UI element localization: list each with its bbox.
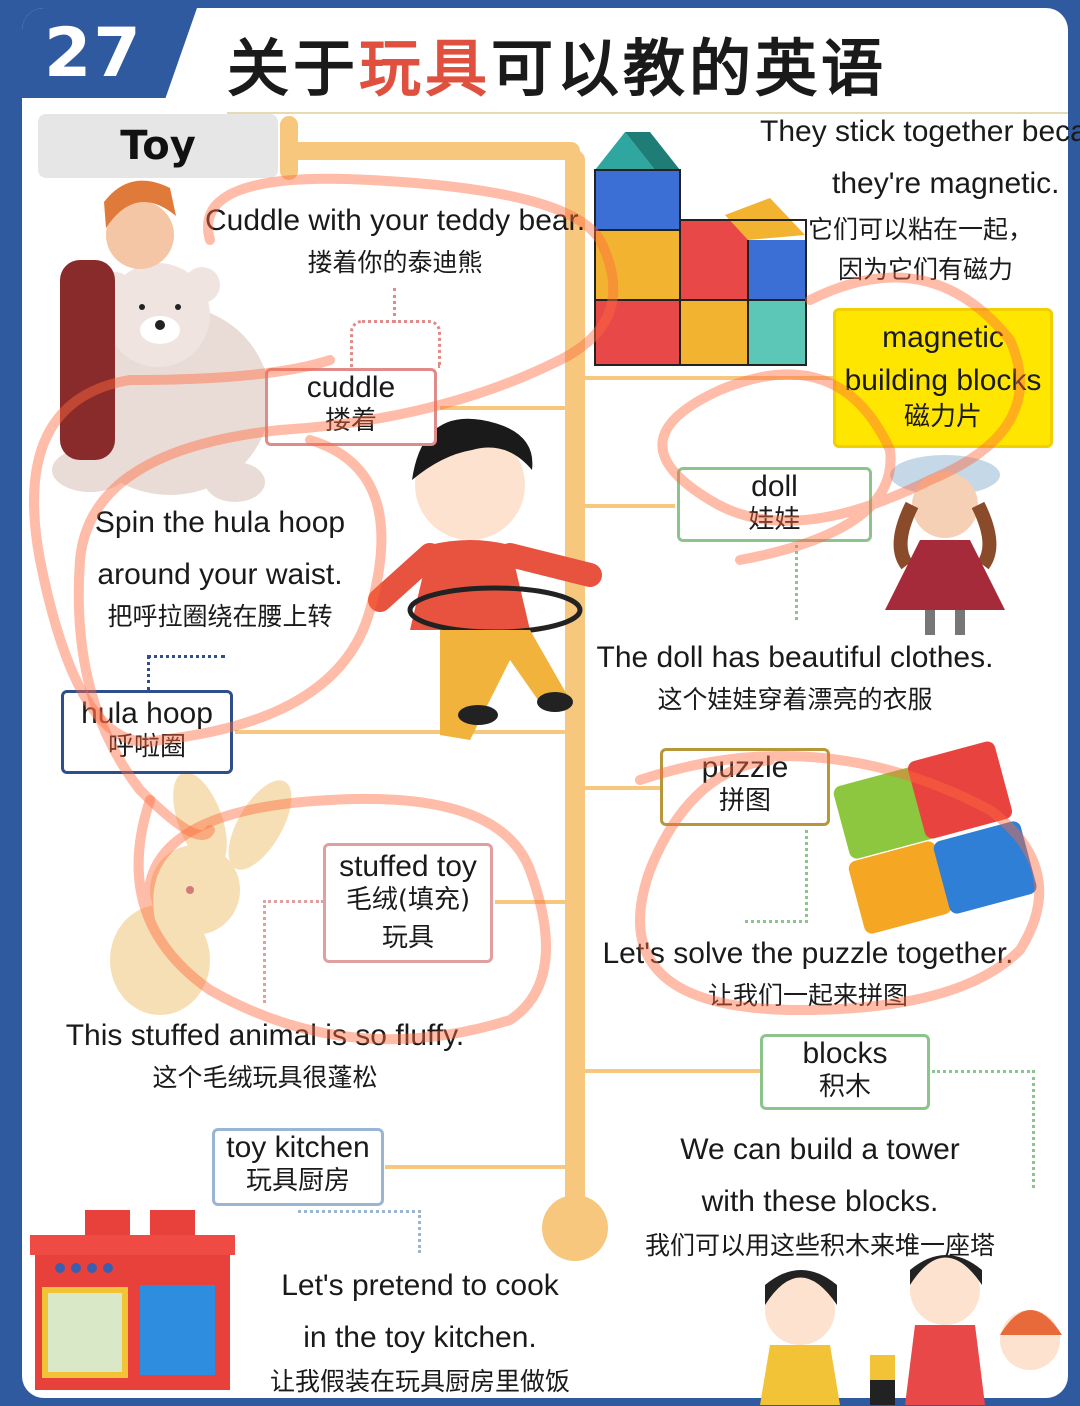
connector-stuffed	[263, 900, 324, 1003]
sentence-cuddle-zh: 搂着你的泰迪熊	[307, 248, 483, 277]
branch-stuffed	[495, 900, 570, 904]
word-puzzle-en: puzzle	[701, 751, 789, 784]
word-doll-en: doll	[751, 470, 798, 503]
connector-blocks	[932, 1070, 1035, 1188]
word-doll-zh: 娃娃	[748, 505, 801, 535]
word-box-puzzle: puzzle 拼图	[660, 748, 830, 826]
spine-cap	[280, 116, 298, 180]
sentence-kitchen-zh: 让我假装在玩具厨房里做饭	[269, 1367, 570, 1396]
word-box-magnetic: magnetic building blocks 磁力片	[833, 308, 1053, 448]
word-box-hula: hula hoop 呼啦圈	[61, 690, 233, 774]
sentence-doll-en: The doll has beautiful clothes.	[596, 641, 994, 674]
sentence-magnetic-en1: They stick together beca	[760, 115, 1080, 148]
word-stuffed-en: stuffed toy	[339, 850, 477, 883]
word-box-kitchen: toy kitchen 玩具厨房	[212, 1128, 384, 1206]
sentence-puzzle-zh: 让我们一起来拼图	[707, 981, 908, 1010]
category-label: Toy	[38, 114, 278, 178]
sentence-magnetic-zh2: 因为它们有磁力	[838, 255, 1014, 284]
title-part-1: 关于	[227, 32, 360, 105]
branch-doll	[585, 504, 675, 508]
sentence-blocks-zh: 我们可以用这些积木来堆一座塔	[644, 1231, 995, 1260]
sentence-hula-zh: 把呼拉圈绕在腰上转	[107, 602, 333, 631]
sentence-puzzle: Let's solve the puzzle together. 让我们一起来拼…	[598, 928, 1018, 1012]
connector-cuddle	[350, 320, 441, 368]
word-cuddle-zh: 搂着	[324, 406, 377, 436]
connector-kitchen	[298, 1210, 421, 1253]
sentence-stuffed: This stuffed animal is so fluffy. 这个毛绒玩具…	[60, 1010, 470, 1094]
spine-top	[280, 142, 580, 160]
sentence-hula: Spin the hula hoop around your waist. 把呼…	[80, 497, 360, 633]
word-stuffed-zh1: 毛绒(填充)	[345, 885, 471, 915]
sentence-stuffed-zh: 这个毛绒玩具很蓬松	[152, 1063, 378, 1092]
sentence-cuddle: Cuddle with your teddy bear. 搂着你的泰迪熊	[205, 195, 585, 279]
branch-kitchen	[385, 1165, 570, 1169]
word-blocks-zh: 积木	[818, 1072, 871, 1102]
branch-hula	[235, 730, 570, 734]
word-magnetic-en2: building blocks	[844, 364, 1042, 397]
sentence-blocks: We can build a tower with these blocks. …	[610, 1124, 1030, 1264]
sentence-magnetic-en2: they're magnetic.	[832, 167, 1060, 200]
word-stuffed-zh2: 玩具	[381, 923, 434, 953]
word-puzzle-zh: 拼图	[718, 786, 771, 816]
title-part-3: 可以教的英语	[491, 32, 888, 105]
word-kitchen-en: toy kitchen	[226, 1131, 370, 1164]
sentence-stuffed-en: This stuffed animal is so fluffy.	[65, 1019, 465, 1052]
connector-hula	[147, 655, 225, 691]
title-part-2: 玩具	[359, 32, 492, 105]
word-box-blocks: blocks 积木	[760, 1034, 930, 1110]
sentence-doll: The doll has beautiful clothes. 这个娃娃穿着漂亮…	[595, 632, 995, 716]
word-magnetic-zh: 磁力片	[903, 402, 982, 432]
sentence-hula-en1: Spin the hula hoop	[94, 506, 346, 539]
sentence-kitchen-en1: Let's pretend to cook	[281, 1269, 559, 1302]
spine-end	[542, 1195, 608, 1261]
branch-blocks	[585, 1069, 760, 1073]
sentence-kitchen: Let's pretend to cook in the toy kitchen…	[230, 1260, 610, 1400]
sentence-magnetic: They stick together beca they're magneti…	[760, 106, 1080, 290]
sentence-cuddle-en: Cuddle with your teddy bear.	[205, 204, 586, 237]
sentence-puzzle-en: Let's solve the puzzle together.	[602, 937, 1014, 970]
word-magnetic-en1: magnetic	[882, 321, 1004, 354]
page-title: 关于玩具可以教的英语	[227, 18, 887, 108]
sentence-doll-zh: 这个娃娃穿着漂亮的衣服	[657, 685, 933, 714]
connector-puzzle	[745, 830, 808, 923]
sentence-blocks-en2: with these blocks.	[701, 1185, 939, 1218]
lesson-number: 27	[44, 14, 143, 93]
connector-doll	[775, 545, 798, 620]
sentence-magnetic-zh1: 它们可以粘在一起，	[808, 215, 1034, 244]
word-blocks-en: blocks	[802, 1037, 888, 1070]
word-hula-en: hula hoop	[81, 697, 213, 730]
word-hula-zh: 呼啦圈	[107, 732, 186, 762]
sentence-hula-en2: around your waist.	[97, 558, 343, 591]
connector-cuddle-up	[393, 288, 396, 323]
sentence-blocks-en1: We can build a tower	[680, 1133, 960, 1166]
word-cuddle-en: cuddle	[306, 371, 396, 404]
word-box-stuffed: stuffed toy 毛绒(填充) 玩具	[323, 843, 493, 963]
branch-cuddle	[440, 406, 570, 410]
title-underline	[227, 112, 1068, 114]
spine-trunk	[565, 150, 585, 1210]
word-box-doll: doll 娃娃	[677, 467, 872, 542]
branch-puzzle	[585, 786, 660, 790]
word-box-cuddle: cuddle 搂着	[265, 368, 437, 446]
lesson-number-tab	[22, 8, 197, 98]
word-kitchen-zh: 玩具厨房	[245, 1166, 350, 1196]
branch-magnetic	[585, 376, 835, 380]
sentence-kitchen-en2: in the toy kitchen.	[303, 1321, 537, 1354]
